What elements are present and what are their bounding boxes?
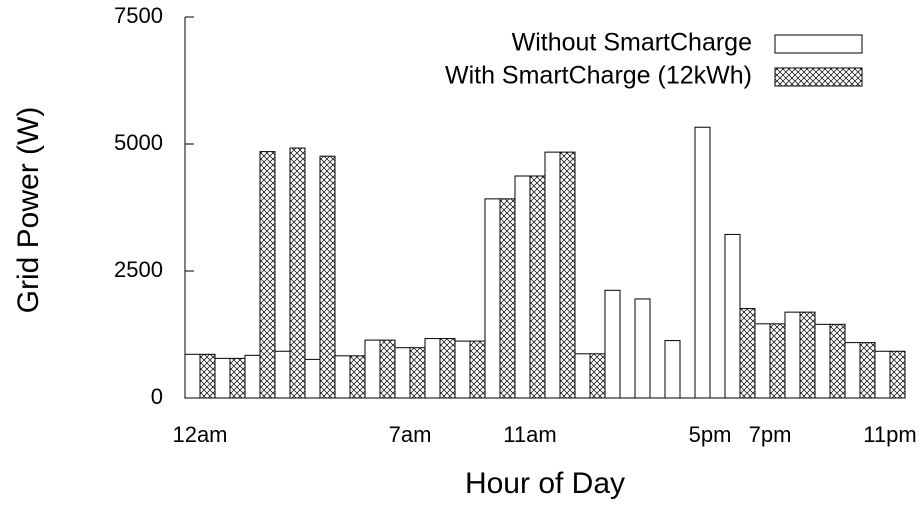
bar bbox=[424, 338, 441, 399]
bar bbox=[259, 151, 276, 399]
bar bbox=[799, 311, 816, 399]
x-tick-label: 12am bbox=[172, 422, 227, 447]
bar bbox=[589, 353, 606, 399]
bar bbox=[484, 198, 501, 399]
bar bbox=[664, 340, 681, 399]
legend-swatch bbox=[774, 34, 863, 54]
bar bbox=[184, 353, 201, 399]
bar bbox=[844, 342, 861, 399]
bar bbox=[469, 340, 486, 399]
y-axis-title: Grid Power (W) bbox=[12, 107, 45, 314]
bar bbox=[244, 354, 261, 399]
x-tick-label: 11am bbox=[503, 422, 556, 447]
bar bbox=[694, 126, 711, 399]
bar bbox=[274, 350, 291, 399]
bar bbox=[574, 353, 591, 399]
bar bbox=[379, 339, 396, 399]
bar bbox=[289, 147, 306, 399]
bar bbox=[409, 347, 426, 399]
bar bbox=[529, 175, 546, 399]
bar bbox=[724, 233, 741, 399]
bar bbox=[229, 357, 246, 399]
bar bbox=[199, 353, 216, 399]
bar bbox=[634, 298, 651, 399]
legend-label: With SmartCharge (12kWh) bbox=[445, 62, 752, 90]
bar bbox=[514, 175, 531, 399]
bar bbox=[499, 198, 516, 399]
bar bbox=[319, 155, 336, 399]
y-tick-label: 2500 bbox=[114, 257, 163, 282]
y-tick-label: 5000 bbox=[114, 130, 163, 155]
legend-swatch bbox=[774, 67, 863, 87]
bar bbox=[784, 311, 801, 399]
y-tick-label: 7500 bbox=[114, 3, 163, 28]
legend-label: Without SmartCharge bbox=[512, 29, 752, 57]
bar bbox=[754, 323, 771, 399]
x-tick-label: 11pm bbox=[863, 422, 916, 447]
bar bbox=[394, 347, 411, 399]
bar bbox=[859, 342, 876, 399]
bar bbox=[889, 350, 906, 399]
bar bbox=[364, 339, 381, 399]
bar bbox=[559, 151, 576, 399]
bar bbox=[214, 357, 231, 399]
x-tick-label: 7pm bbox=[749, 422, 792, 447]
x-axis-title: Hour of Day bbox=[465, 467, 625, 500]
bar bbox=[334, 355, 351, 399]
bar bbox=[349, 355, 366, 399]
bar bbox=[739, 308, 756, 399]
bar bbox=[874, 350, 891, 399]
bar bbox=[454, 340, 471, 399]
bar bbox=[304, 358, 321, 399]
bar bbox=[814, 323, 831, 399]
bar bbox=[439, 338, 456, 399]
bar bbox=[769, 323, 786, 399]
x-tick-label: 7am bbox=[389, 422, 432, 447]
bar bbox=[544, 151, 561, 399]
bar bbox=[829, 323, 846, 399]
y-tick-label: 0 bbox=[151, 384, 163, 409]
x-tick-label: 5pm bbox=[689, 422, 732, 447]
bar bbox=[604, 289, 621, 399]
